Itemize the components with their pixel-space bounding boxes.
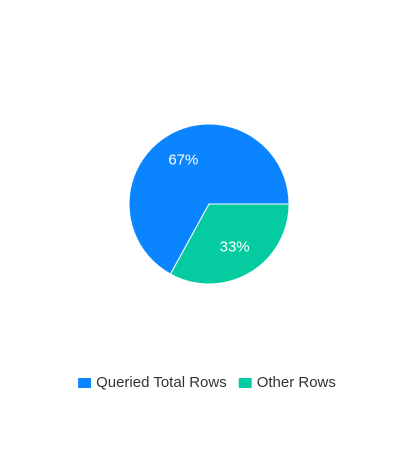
legend-label-1: Queried Total Rows: [96, 374, 227, 391]
legend-swatch-1: [78, 378, 92, 388]
legend-label-2: Other Rows: [257, 374, 336, 391]
legend-item-1[interactable]: Queried Total Rows: [78, 374, 227, 391]
pie-slice-label-1: 67%: [168, 152, 198, 169]
legend-item-2[interactable]: Other Rows: [238, 374, 336, 391]
pie-slice-labels: 67% 33%: [168, 152, 249, 256]
pie-slice-1[interactable]: [128, 123, 290, 275]
pie-slice-label-2: 33%: [220, 238, 250, 255]
pie-slice-2[interactable]: [169, 203, 290, 285]
legend: Queried Total Rows Other Rows: [78, 374, 336, 391]
pie-slices: [128, 123, 290, 285]
legend-swatch-2: [238, 378, 252, 388]
